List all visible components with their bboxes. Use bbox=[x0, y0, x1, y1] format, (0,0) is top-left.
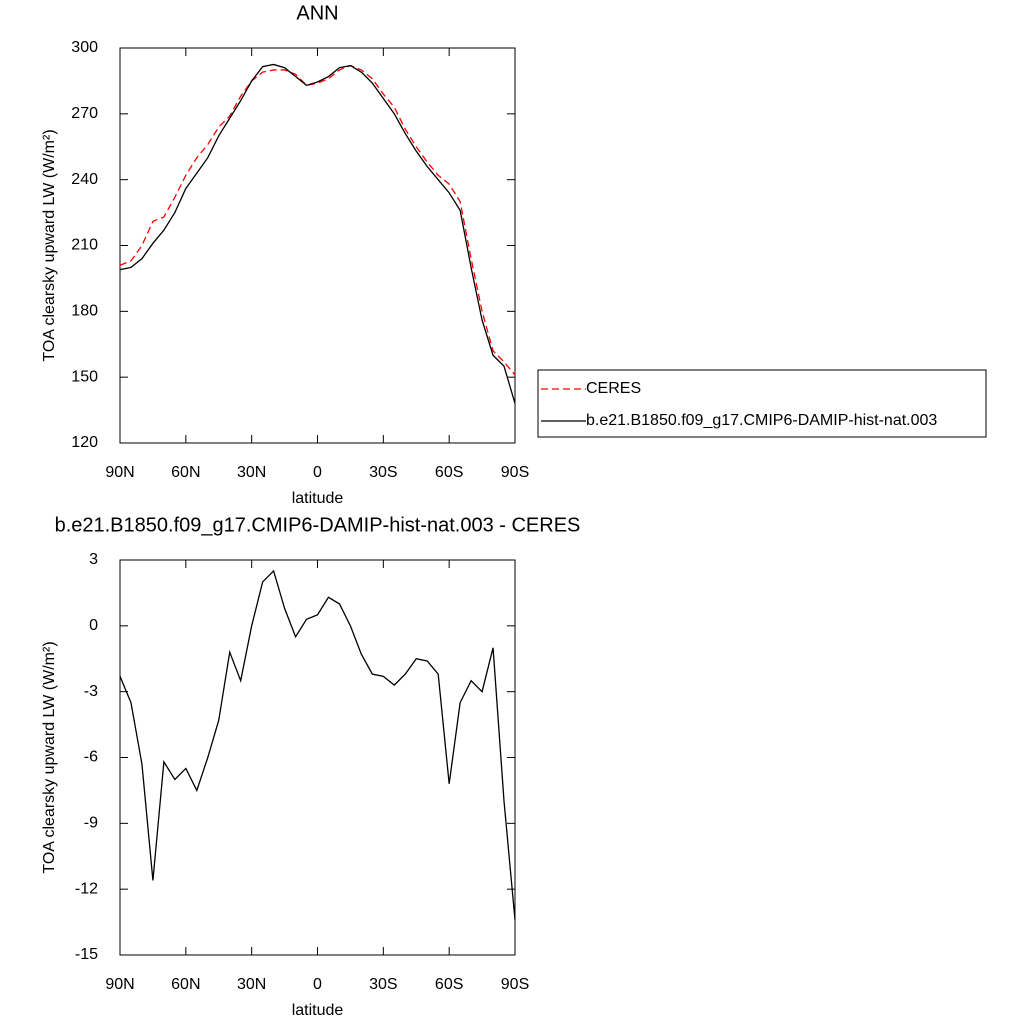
y-tick-label: 120 bbox=[71, 434, 98, 451]
y-tick-label: 150 bbox=[71, 368, 98, 385]
x-tick-label: 30S bbox=[369, 976, 397, 993]
x-tick-label: 30N bbox=[237, 464, 266, 481]
y-tick-label: 270 bbox=[71, 105, 98, 122]
x-tick-label: 0 bbox=[313, 464, 322, 481]
plot-frame bbox=[119, 559, 516, 956]
plot-frame bbox=[119, 47, 516, 444]
x-tick-label: 90N bbox=[105, 976, 134, 993]
x-tick-label: 30S bbox=[369, 464, 397, 481]
y-tick-label: 300 bbox=[71, 39, 98, 56]
data-line bbox=[119, 63, 516, 404]
x-tick-label: 60S bbox=[435, 976, 463, 993]
x-tick-label: 90S bbox=[501, 464, 529, 481]
y-tick-label: 210 bbox=[71, 237, 98, 254]
chart-title: b.e21.B1850.f09_g17.CMIP6-DAMIP-hist-nat… bbox=[55, 514, 581, 536]
chart-title: ANN bbox=[296, 2, 338, 24]
x-tick-label: 60S bbox=[435, 464, 463, 481]
y-tick-label: -12 bbox=[75, 880, 98, 897]
legend-label: b.e21.B1850.f09_g17.CMIP6-DAMIP-hist-nat… bbox=[586, 412, 937, 429]
y-tick-label: -6 bbox=[84, 749, 98, 766]
x-axis-label: latitude bbox=[292, 490, 344, 507]
x-tick-label: 60N bbox=[171, 464, 200, 481]
y-tick-label: -9 bbox=[84, 815, 98, 832]
x-tick-label: 30N bbox=[237, 976, 266, 993]
x-tick-label: 0 bbox=[313, 976, 322, 993]
x-tick-label: 60N bbox=[171, 976, 200, 993]
y-tick-label: 0 bbox=[89, 617, 98, 634]
y-tick-label: 240 bbox=[71, 171, 98, 188]
legend-label: CERES bbox=[586, 380, 641, 397]
data-line bbox=[119, 64, 516, 376]
y-axis-label: TOA clearsky upward LW (W/m²) bbox=[41, 129, 58, 361]
y-tick-label: -3 bbox=[84, 683, 98, 700]
y-tick-label: 3 bbox=[89, 551, 98, 568]
y-tick-label: 180 bbox=[71, 303, 98, 320]
y-tick-label: -15 bbox=[75, 946, 98, 963]
x-tick-label: 90S bbox=[501, 976, 529, 993]
legend-box bbox=[537, 369, 987, 438]
y-axis-label: TOA clearsky upward LW (W/m²) bbox=[41, 641, 58, 873]
x-tick-label: 90N bbox=[105, 464, 134, 481]
legend: CERES b.e21.B1850.f09_g17.CMIP6-DAMIP-his… bbox=[537, 369, 987, 438]
x-axis-label: latitude bbox=[292, 1002, 344, 1019]
data-line bbox=[119, 569, 516, 920]
